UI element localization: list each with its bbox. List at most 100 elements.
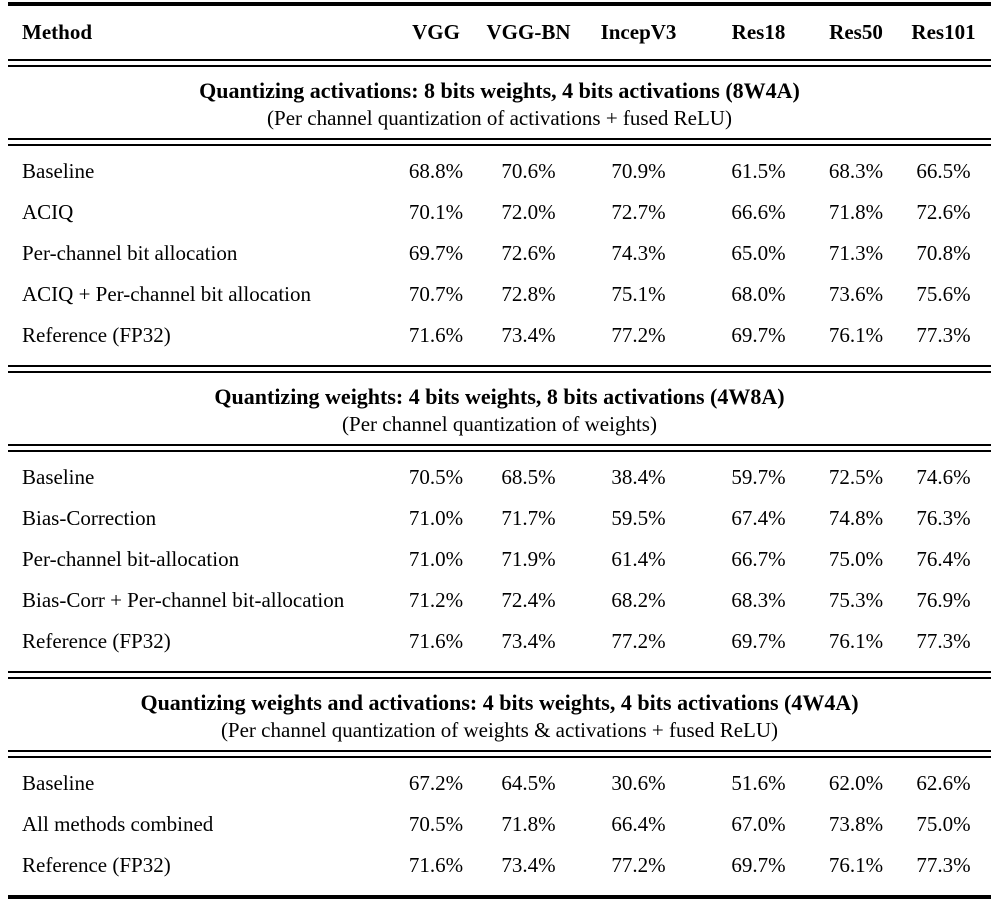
value-cell-vgg: 71.6%: [408, 629, 464, 653]
method-cell: Baseline: [22, 465, 95, 489]
table-row: All methods combined 70.5% 71.8% 66.4% 6…: [8, 804, 991, 845]
value-cell-incepv3: 68.2%: [611, 588, 666, 612]
value-cell-vgg-bn: 73.4%: [501, 323, 556, 347]
value-cell-vgg-bn: 73.4%: [501, 853, 556, 877]
value-cell-res18: 61.5%: [731, 159, 786, 183]
value-cell-vgg: 68.8%: [408, 159, 464, 183]
table-row: Baseline 68.8% 70.6% 70.9% 61.5% 68.3% 6…: [8, 151, 991, 192]
value-cell-res50: 73.6%: [828, 282, 884, 306]
value-cell-res101: 77.3%: [916, 853, 971, 877]
value-cell-vgg: 67.2%: [408, 771, 464, 795]
section-title: Quantizing weights: 4 bits weights, 8 bi…: [214, 384, 785, 409]
value-cell-incepv3: 66.4%: [611, 812, 666, 836]
method-cell: Baseline: [22, 159, 95, 183]
value-cell-vgg: 71.0%: [408, 506, 464, 530]
value-cell-res50: 76.1%: [828, 853, 884, 877]
table-row: Per-channel bit-allocation 71.0% 71.9% 6…: [8, 539, 991, 580]
value-cell-res18: 66.7%: [731, 547, 786, 571]
table-row: Per-channel bit allocation 69.7% 72.6% 7…: [8, 233, 991, 274]
value-cell-incepv3: 77.2%: [611, 853, 666, 877]
value-cell-vgg: 71.2%: [408, 588, 464, 612]
value-cell-incepv3: 30.6%: [611, 771, 666, 795]
value-cell-res18: 59.7%: [731, 465, 786, 489]
value-cell-res101: 76.9%: [916, 588, 971, 612]
section-separator-rule: [8, 138, 991, 146]
value-cell-res50: 73.8%: [828, 812, 884, 836]
value-cell-incepv3: 77.2%: [611, 323, 666, 347]
value-cell-res101: 75.6%: [916, 282, 971, 306]
value-cell-vgg: 69.7%: [408, 241, 464, 265]
method-cell: Reference (FP32): [22, 853, 171, 877]
value-cell-res101: 66.5%: [916, 159, 971, 183]
value-cell-incepv3: 38.4%: [611, 465, 666, 489]
table-sections: Quantizing activations: 8 bits weights, …: [8, 67, 991, 895]
value-cell-vgg-bn: 70.6%: [501, 159, 556, 183]
value-cell-res101: 62.6%: [916, 771, 971, 795]
value-cell-res50: 76.1%: [828, 323, 884, 347]
value-cell-incepv3: 61.4%: [611, 547, 666, 571]
value-cell-vgg: 71.6%: [408, 853, 464, 877]
value-cell-res50: 68.3%: [828, 159, 884, 183]
method-cell: Per-channel bit-allocation: [22, 547, 240, 571]
method-cell: ACIQ: [22, 200, 74, 224]
value-cell-res50: 74.8%: [828, 506, 884, 530]
value-cell-vgg: 71.6%: [408, 323, 464, 347]
section-subtitle: (Per channel quantization of activations…: [267, 106, 732, 130]
method-cell: Reference (FP32): [22, 323, 171, 347]
method-cell: Bias-Corr + Per-channel bit-allocation: [22, 588, 345, 612]
value-cell-res50: 62.0%: [828, 771, 884, 795]
method-cell: ACIQ + Per-channel bit allocation: [22, 282, 312, 306]
value-cell-res18: 67.0%: [731, 812, 786, 836]
method-cell: Bias-Correction: [22, 506, 157, 530]
method-cell: Baseline: [22, 771, 95, 795]
value-cell-vgg-bn: 71.8%: [501, 812, 556, 836]
section-header: Quantizing weights: 4 bits weights, 8 bi…: [8, 373, 991, 444]
table-row: Baseline 67.2% 64.5% 30.6% 51.6% 62.0% 6…: [8, 763, 991, 804]
value-cell-vgg-bn: 73.4%: [501, 629, 556, 653]
value-cell-res50: 71.8%: [828, 200, 884, 224]
value-cell-res50: 75.0%: [828, 547, 884, 571]
value-cell-incepv3: 72.7%: [611, 200, 666, 224]
value-cell-res101: 77.3%: [916, 323, 971, 347]
table-row: ACIQ 70.1% 72.0% 72.7% 66.6% 71.8% 72.6%: [8, 192, 991, 233]
section-separator-rule: [8, 671, 991, 679]
column-header-res50: Res50: [829, 20, 883, 44]
section-subtitle: (Per channel quantization of weights): [342, 412, 657, 436]
value-cell-res18: 68.0%: [731, 282, 786, 306]
value-cell-vgg-bn: 72.0%: [501, 200, 556, 224]
value-cell-vgg: 70.5%: [408, 812, 464, 836]
value-cell-res18: 66.6%: [731, 200, 786, 224]
section-subtitle: (Per channel quantization of weights & a…: [220, 718, 779, 742]
value-cell-res18: 69.7%: [731, 323, 786, 347]
section-title: Quantizing activations: 8 bits weights, …: [199, 78, 800, 103]
value-cell-res50: 71.3%: [828, 241, 884, 265]
value-cell-res101: 76.4%: [916, 547, 971, 571]
table-row: Bias-Corr + Per-channel bit-allocation 7…: [8, 580, 991, 621]
value-cell-vgg-bn: 68.5%: [501, 465, 556, 489]
value-cell-res50: 72.5%: [828, 465, 884, 489]
value-cell-incepv3: 75.1%: [611, 282, 666, 306]
value-cell-res101: 72.6%: [916, 200, 971, 224]
value-cell-res18: 69.7%: [731, 853, 786, 877]
table-top-rule: [8, 2, 991, 6]
section-separator-rule: [8, 365, 991, 373]
value-cell-vgg-bn: 72.4%: [501, 588, 556, 612]
table-row: ACIQ + Per-channel bit allocation 70.7% …: [8, 274, 991, 315]
section-rows: Baseline 67.2% 64.5% 30.6% 51.6% 62.0% 6…: [8, 758, 991, 895]
table-row: Reference (FP32) 71.6% 73.4% 77.2% 69.7%…: [8, 845, 991, 886]
method-cell: Reference (FP32): [22, 629, 171, 653]
value-cell-res18: 65.0%: [731, 241, 786, 265]
value-cell-res18: 51.6%: [731, 771, 786, 795]
table-row: Reference (FP32) 71.6% 73.4% 77.2% 69.7%…: [8, 621, 991, 662]
value-cell-res101: 76.3%: [916, 506, 971, 530]
value-cell-res101: 75.0%: [916, 812, 971, 836]
value-cell-vgg: 71.0%: [408, 547, 464, 571]
value-cell-res101: 74.6%: [916, 465, 971, 489]
header-separator-rule: [8, 59, 991, 67]
section-title: Quantizing weights and activations: 4 bi…: [140, 690, 859, 715]
section-rows: Baseline 68.8% 70.6% 70.9% 61.5% 68.3% 6…: [8, 146, 991, 365]
section-rows: Baseline 70.5% 68.5% 38.4% 59.7% 72.5% 7…: [8, 452, 991, 671]
value-cell-incepv3: 59.5%: [611, 506, 666, 530]
section-header: Quantizing activations: 8 bits weights, …: [8, 67, 991, 138]
value-cell-vgg-bn: 71.9%: [501, 547, 556, 571]
